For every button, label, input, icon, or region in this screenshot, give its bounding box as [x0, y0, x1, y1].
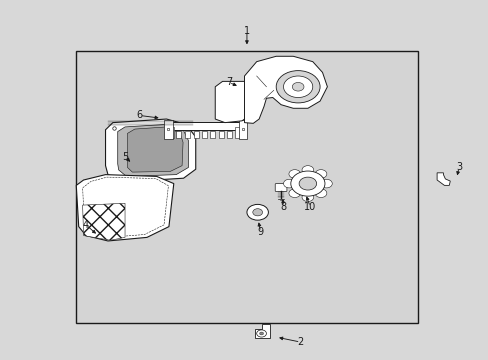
Bar — [227, 131, 232, 138]
Polygon shape — [127, 127, 183, 172]
Bar — [238, 120, 247, 139]
Polygon shape — [255, 324, 269, 338]
Circle shape — [246, 204, 268, 220]
Circle shape — [288, 189, 300, 198]
Circle shape — [302, 166, 313, 174]
Text: 5: 5 — [122, 152, 128, 162]
Text: 7: 7 — [225, 77, 231, 87]
Circle shape — [292, 82, 304, 91]
Circle shape — [283, 179, 295, 188]
Polygon shape — [105, 119, 195, 182]
Polygon shape — [82, 203, 125, 240]
FancyBboxPatch shape — [275, 184, 286, 192]
Circle shape — [283, 76, 312, 98]
Circle shape — [314, 189, 326, 198]
Circle shape — [299, 177, 316, 190]
Polygon shape — [215, 81, 249, 123]
Text: 10: 10 — [304, 202, 316, 212]
Circle shape — [252, 209, 262, 216]
Text: 1: 1 — [244, 26, 249, 36]
Bar — [210, 131, 215, 138]
Polygon shape — [244, 56, 327, 123]
Circle shape — [259, 332, 263, 335]
Text: 3: 3 — [455, 162, 461, 172]
Polygon shape — [76, 175, 173, 241]
Text: 4: 4 — [83, 220, 89, 230]
Bar — [76, 51, 417, 323]
Bar — [168, 127, 173, 138]
Bar — [202, 131, 206, 138]
Polygon shape — [118, 125, 188, 176]
Text: 6: 6 — [136, 111, 142, 121]
Circle shape — [256, 330, 266, 337]
Bar — [194, 131, 199, 138]
Circle shape — [314, 170, 326, 178]
Circle shape — [288, 170, 300, 178]
Text: 8: 8 — [280, 202, 286, 212]
Bar — [176, 131, 181, 138]
Bar — [166, 122, 242, 130]
Bar — [163, 120, 172, 139]
Bar — [184, 131, 189, 138]
Text: 9: 9 — [257, 227, 263, 237]
Polygon shape — [436, 173, 449, 185]
Bar — [234, 127, 239, 138]
Circle shape — [290, 171, 325, 196]
Polygon shape — [82, 177, 168, 237]
Bar — [219, 131, 224, 138]
Text: 2: 2 — [297, 337, 303, 347]
Circle shape — [276, 71, 320, 103]
Circle shape — [302, 193, 313, 202]
Circle shape — [320, 179, 331, 188]
